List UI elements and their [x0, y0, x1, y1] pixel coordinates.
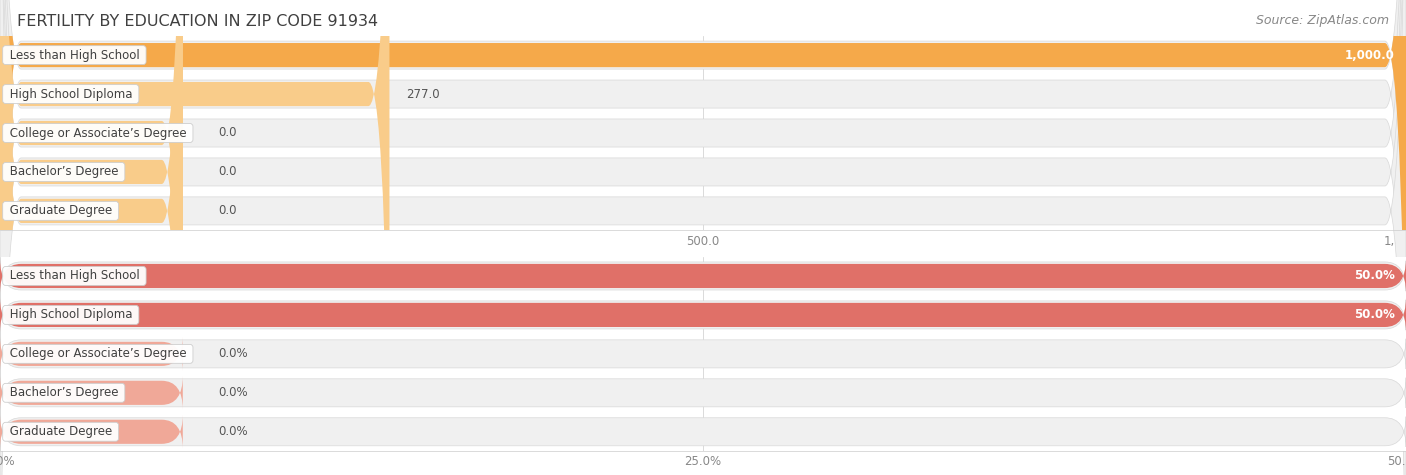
Text: College or Associate’s Degree: College or Associate’s Degree [6, 347, 190, 361]
FancyBboxPatch shape [0, 376, 183, 410]
Text: 277.0: 277.0 [406, 87, 440, 101]
FancyBboxPatch shape [0, 378, 1406, 408]
Text: 1,000.0: 1,000.0 [1346, 48, 1395, 62]
Text: 0.0%: 0.0% [218, 347, 247, 361]
Text: FERTILITY BY EDUCATION IN ZIP CODE 91934: FERTILITY BY EDUCATION IN ZIP CODE 91934 [17, 14, 378, 29]
Text: Bachelor’s Degree: Bachelor’s Degree [6, 386, 122, 399]
FancyBboxPatch shape [0, 300, 1406, 330]
Text: Less than High School: Less than High School [6, 48, 143, 62]
FancyBboxPatch shape [0, 337, 183, 371]
Text: College or Associate’s Degree: College or Associate’s Degree [6, 126, 190, 140]
Text: Bachelor’s Degree: Bachelor’s Degree [6, 165, 122, 179]
FancyBboxPatch shape [0, 0, 389, 475]
Text: Graduate Degree: Graduate Degree [6, 204, 115, 218]
Text: 0.0: 0.0 [218, 126, 236, 140]
Text: 0.0%: 0.0% [218, 425, 247, 438]
FancyBboxPatch shape [0, 0, 183, 475]
FancyBboxPatch shape [0, 261, 1406, 291]
Text: 50.0%: 50.0% [1354, 269, 1395, 283]
FancyBboxPatch shape [0, 259, 1406, 293]
Text: 0.0: 0.0 [218, 165, 236, 179]
FancyBboxPatch shape [0, 0, 183, 475]
FancyBboxPatch shape [0, 339, 1406, 369]
FancyBboxPatch shape [0, 415, 183, 449]
FancyBboxPatch shape [0, 417, 1406, 447]
Text: High School Diploma: High School Diploma [6, 308, 136, 322]
FancyBboxPatch shape [0, 0, 183, 475]
Text: Less than High School: Less than High School [6, 269, 143, 283]
FancyBboxPatch shape [0, 298, 1406, 332]
Text: High School Diploma: High School Diploma [6, 87, 136, 101]
Text: Graduate Degree: Graduate Degree [6, 425, 115, 438]
Text: 0.0: 0.0 [218, 204, 236, 218]
Text: 50.0%: 50.0% [1354, 308, 1395, 322]
Text: 0.0%: 0.0% [218, 386, 247, 399]
Text: Source: ZipAtlas.com: Source: ZipAtlas.com [1256, 14, 1389, 27]
